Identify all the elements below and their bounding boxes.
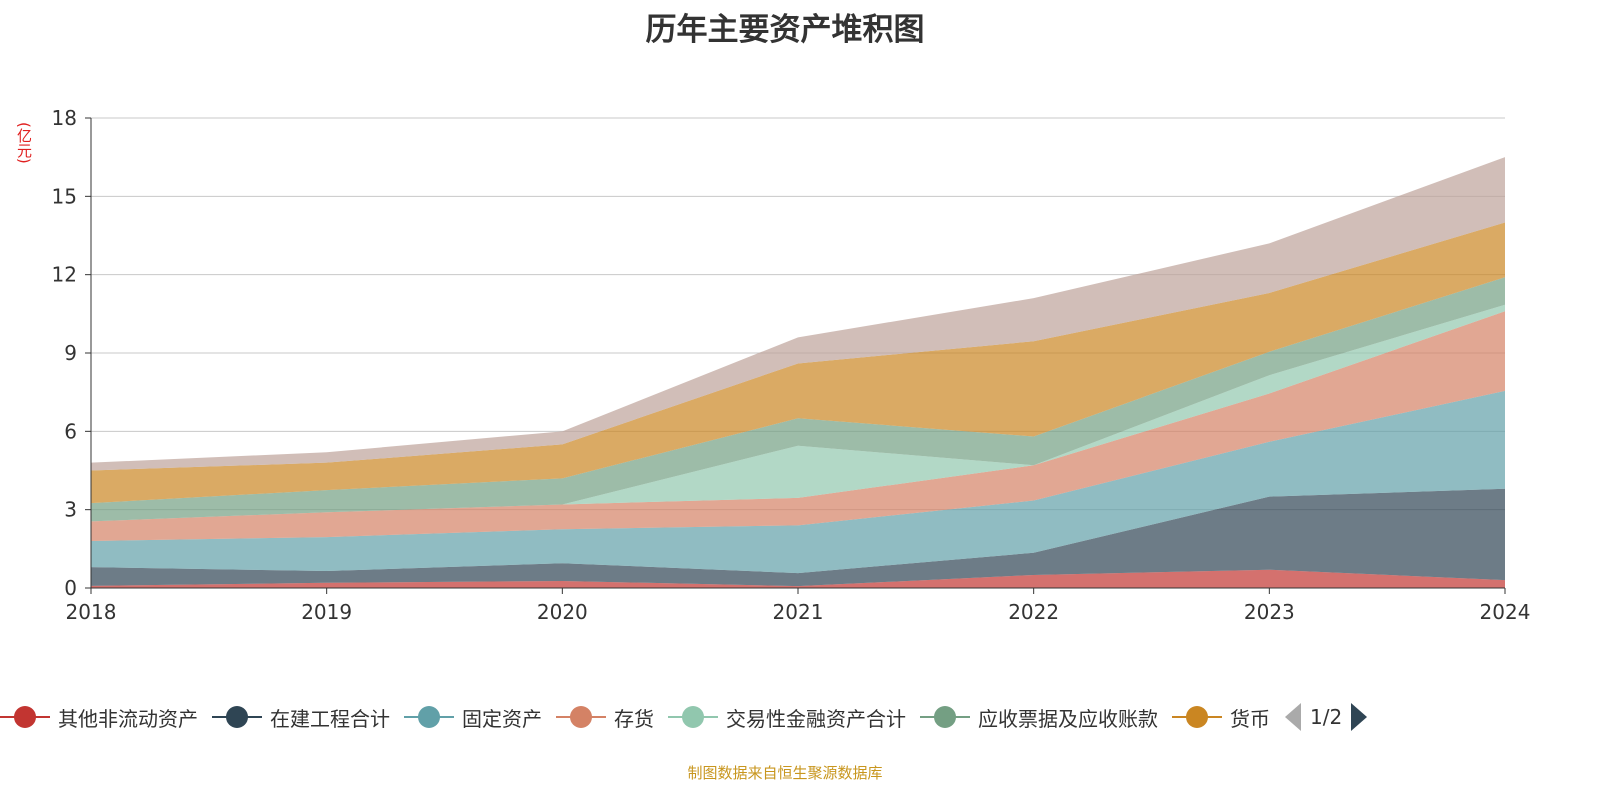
stacked-area-chart: 0 3 6 9 12 15 18 2018 2019 2020 2021 2022 2023 2024 <box>52 106 1531 624</box>
y-axis-unit: (亿元) <box>15 122 33 164</box>
chart-title: 历年主要资产堆积图 <box>645 12 925 48</box>
legend-marker-icon <box>1172 705 1222 729</box>
y-tick-label: 12 <box>52 263 77 287</box>
y-tick-label: 3 <box>64 498 77 522</box>
y-tick-label: 0 <box>64 576 77 600</box>
legend-item[interactable]: 交易性金融资产合计 <box>668 703 906 732</box>
legend-label: 固定资产 <box>462 706 542 731</box>
legend-item[interactable]: 货币 <box>1172 703 1270 732</box>
x-tick-label: 2022 <box>1008 600 1059 624</box>
source-footer: 制图数据来自恒生聚源数据库 <box>687 764 883 782</box>
legend-page: 1/2 <box>1310 705 1343 729</box>
area-series-2 <box>91 390 1505 574</box>
area-series-3 <box>91 311 1505 541</box>
x-tick-label: 2021 <box>773 600 824 624</box>
area-series-0 <box>91 569 1505 588</box>
legend-label: 交易性金融资产合计 <box>726 706 906 731</box>
x-tick-label: 2019 <box>301 600 352 624</box>
legend-label: 货币 <box>1230 706 1270 731</box>
y-tick-label: 15 <box>52 184 77 208</box>
x-tick-label: 2020 <box>537 600 588 624</box>
legend-label: 应收票据及应收账款 <box>978 706 1158 731</box>
legend-item[interactable]: 应收票据及应收账款 <box>920 703 1158 732</box>
legend-item[interactable]: 其他非流动资产 <box>0 703 198 732</box>
legend-marker-icon <box>668 705 718 729</box>
y-tick-label: 6 <box>64 419 77 443</box>
legend: 其他非流动资产 在建工程合计 固定资产 存货 交易性金融资产合计 应收票据及应收账款 货币 1… <box>0 702 1368 732</box>
legend-item[interactable]: 固定资产 <box>404 703 542 732</box>
area-series-5 <box>91 277 1505 522</box>
legend-next-icon[interactable] <box>1350 702 1368 732</box>
legend-label: 在建工程合计 <box>270 706 390 731</box>
legend-marker-icon <box>212 705 262 729</box>
legend-marker-icon <box>404 705 454 729</box>
y-tick-label: 18 <box>52 106 77 130</box>
legend-marker-icon <box>556 705 606 729</box>
legend-label: 存货 <box>614 706 654 731</box>
legend-label: 其他非流动资产 <box>58 706 198 731</box>
area-series-6 <box>91 222 1505 504</box>
area-series-4 <box>91 304 1505 522</box>
legend-prev-icon[interactable] <box>1284 702 1302 732</box>
y-tick-label: 9 <box>64 341 77 365</box>
legend-item[interactable]: 在建工程合计 <box>212 703 390 732</box>
legend-marker-icon <box>0 705 50 729</box>
x-tick-label: 2018 <box>66 600 117 624</box>
x-tick-label: 2023 <box>1244 600 1295 624</box>
legend-item[interactable]: 存货 <box>556 703 654 732</box>
legend-marker-icon <box>920 705 970 729</box>
x-tick-label: 2024 <box>1480 600 1531 624</box>
area-series-1 <box>91 488 1505 587</box>
